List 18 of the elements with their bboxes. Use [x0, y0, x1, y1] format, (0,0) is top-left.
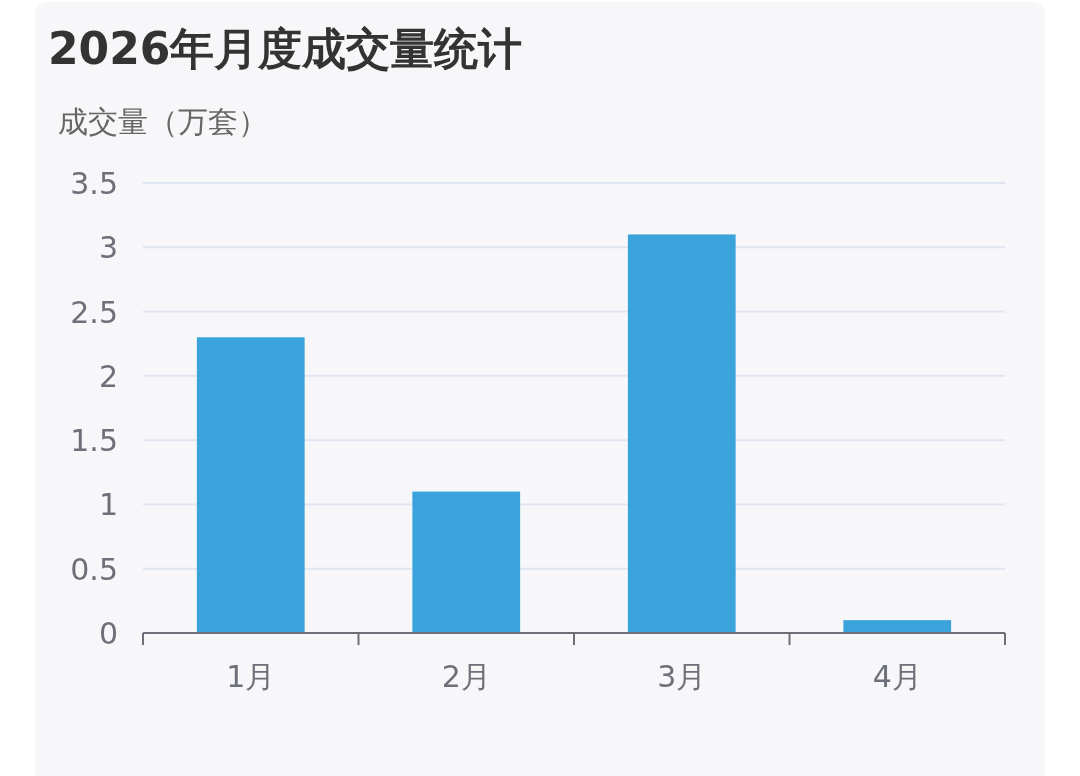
y-tick-label: 2.5 [70, 294, 118, 330]
y-tick-label: 3 [98, 230, 118, 266]
x-tick-label: 4月 [872, 659, 922, 694]
bar [627, 234, 736, 633]
y-tick-label: 0 [98, 616, 118, 651]
y-axis-title: 成交量（万套） [58, 104, 268, 139]
x-tick-label: 1月 [226, 659, 276, 694]
bar [196, 337, 305, 633]
y-tick-label: 1.5 [70, 423, 118, 459]
x-tick-label: 2月 [441, 659, 491, 694]
bar [412, 491, 521, 633]
y-tick-label: 2 [98, 358, 118, 394]
bar [843, 620, 952, 633]
y-tick-label: 0.5 [70, 551, 118, 587]
x-tick-label: 3月 [657, 659, 707, 694]
y-tick-label: 3.5 [70, 166, 118, 201]
y-tick-label: 1 [98, 487, 118, 523]
chart-title: 2026年月度成交量统计 [48, 23, 523, 74]
